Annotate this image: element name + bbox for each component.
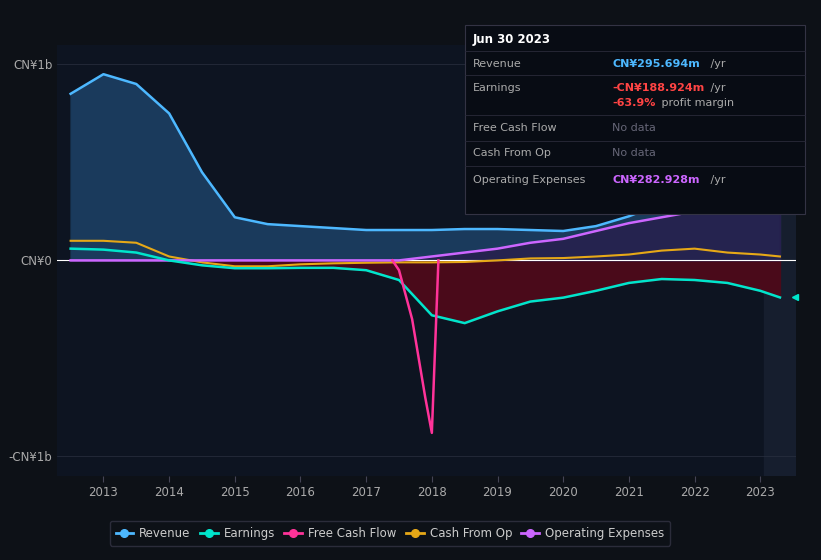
Text: Operating Expenses: Operating Expenses xyxy=(473,175,585,185)
Text: Jun 30 2023: Jun 30 2023 xyxy=(473,33,551,46)
Text: Earnings: Earnings xyxy=(473,83,521,93)
Text: /yr: /yr xyxy=(707,83,726,93)
Text: /yr: /yr xyxy=(707,175,726,185)
Legend: Revenue, Earnings, Free Cash Flow, Cash From Op, Operating Expenses: Revenue, Earnings, Free Cash Flow, Cash … xyxy=(110,521,670,545)
Text: No data: No data xyxy=(612,148,656,158)
Text: Free Cash Flow: Free Cash Flow xyxy=(473,123,557,133)
Text: CN¥282.928m: CN¥282.928m xyxy=(612,175,700,185)
Text: Revenue: Revenue xyxy=(473,59,521,69)
Text: No data: No data xyxy=(612,123,656,133)
Text: profit margin: profit margin xyxy=(658,98,734,108)
Text: Cash From Op: Cash From Op xyxy=(473,148,551,158)
Text: -63.9%: -63.9% xyxy=(612,98,656,108)
Text: /yr: /yr xyxy=(707,59,726,69)
Bar xyxy=(764,45,796,476)
Text: CN¥295.694m: CN¥295.694m xyxy=(612,59,700,69)
Text: -CN¥188.924m: -CN¥188.924m xyxy=(612,83,704,93)
